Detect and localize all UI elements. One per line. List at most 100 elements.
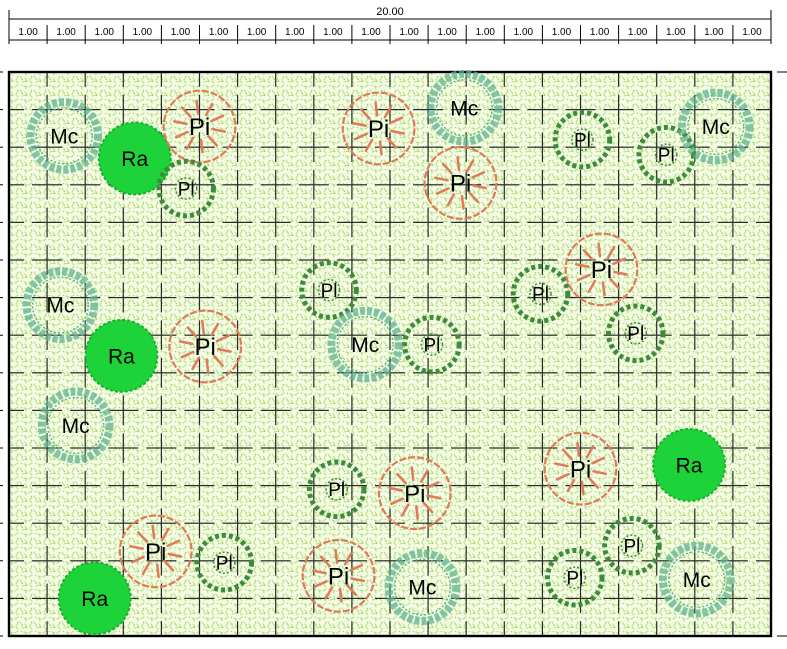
dimension-ticks xyxy=(8,10,772,44)
plant-canopy xyxy=(636,124,697,185)
plant-branch xyxy=(422,501,434,514)
plant-branch xyxy=(576,441,581,457)
plant-branch xyxy=(349,563,364,572)
plant-canopy xyxy=(423,145,498,220)
plant-branch xyxy=(597,242,602,258)
plant-canopy-inner xyxy=(624,321,648,345)
plant-canopy-inner xyxy=(212,551,236,575)
plant-branch xyxy=(207,135,219,147)
plant-code-label: Ra xyxy=(121,148,148,171)
dimension-segment-label: 1.00 xyxy=(56,27,76,38)
plant-branch xyxy=(166,539,181,548)
dimension-bar: 20.00 1.00 1.00 1.00 1.00 1.00 1.00 1.00 1.00 1.… xyxy=(8,6,772,44)
plant-branch xyxy=(374,101,379,117)
plant-canopy xyxy=(301,538,376,613)
plant-canopy xyxy=(84,318,159,393)
plant-branch xyxy=(359,108,371,120)
plant-canopy-inner xyxy=(325,478,349,501)
plant-branch xyxy=(410,466,415,482)
plant-branch xyxy=(386,136,398,149)
plant-branch xyxy=(352,122,367,128)
dimension-segment-label: 1.00 xyxy=(437,27,457,38)
plant-code-label: Ra xyxy=(108,345,135,368)
dimension-segment-label: 1.00 xyxy=(704,27,724,38)
plant-pi: Pi xyxy=(168,309,243,384)
plant-mc: Mc xyxy=(658,541,735,618)
plant-branch xyxy=(434,176,449,182)
plant-branch xyxy=(468,191,480,204)
plant-canopy-inner xyxy=(435,79,493,137)
plant-branch xyxy=(180,106,192,119)
plant-pi: Pi xyxy=(377,456,452,531)
plant-branch xyxy=(574,263,590,269)
plant-code-label: Mc xyxy=(62,415,90,438)
dimension-total-label: 20.00 xyxy=(376,6,404,18)
plant-canopy xyxy=(402,314,462,375)
plant-branch xyxy=(613,270,628,276)
plant-branch xyxy=(324,586,334,600)
dimension-segment-label: 1.00 xyxy=(323,27,343,38)
plant-pi: Pi xyxy=(543,431,618,506)
plant-branch xyxy=(561,448,573,461)
plant-ra: Ra xyxy=(57,561,132,636)
plant-canopy xyxy=(605,303,666,364)
plant-canopy-inner xyxy=(47,396,105,455)
plant-ra: Ra xyxy=(97,121,172,196)
dimension-segment-label: 1.00 xyxy=(171,27,191,38)
plant-branch xyxy=(566,478,576,493)
plant-branch xyxy=(420,469,429,483)
plant-pi: Pi xyxy=(162,89,237,164)
plant-canopy xyxy=(299,260,359,320)
plant-code-label: Pi xyxy=(145,539,166,566)
plant-branch xyxy=(587,279,597,294)
plant-pl: Pl xyxy=(552,109,613,170)
plant-code-label: Mc xyxy=(450,97,478,120)
plant-branch xyxy=(195,99,200,115)
plant-branch xyxy=(353,132,368,141)
plant-canopy xyxy=(384,549,461,625)
plant-pi: Pi xyxy=(118,514,193,589)
plant-mc: Mc xyxy=(37,387,114,464)
plant-branch xyxy=(415,505,419,520)
plant-code-label: Mc xyxy=(50,125,78,148)
plant-canopy xyxy=(194,532,255,593)
plant-branch xyxy=(173,120,188,126)
plant-canopy-inner xyxy=(668,551,726,609)
plant-code-label: Ra xyxy=(676,454,703,477)
plant-branch xyxy=(465,159,475,173)
plant-code-label: Mc xyxy=(46,295,74,318)
plant-branch xyxy=(606,245,616,260)
plant-mc: Mc xyxy=(22,267,99,343)
plant-branch xyxy=(346,584,358,597)
plant-canopy xyxy=(426,69,503,146)
plant-code-label: Pl xyxy=(623,537,640,558)
plant-code-label: Pi xyxy=(570,456,591,483)
plant-branch xyxy=(446,193,456,207)
plant-branch xyxy=(210,114,225,123)
plant-pl: Pl xyxy=(510,264,571,324)
plant-branch xyxy=(163,559,175,572)
plant-branch xyxy=(472,184,487,190)
dimension-segment-label: 1.00 xyxy=(476,27,496,38)
plant-branch xyxy=(185,136,195,151)
plant-mc: Mc xyxy=(384,549,461,625)
dimension-segment-labels: 1.00 1.00 1.00 1.00 1.00 1.00 1.00 1.00 1.00 1.00… xyxy=(18,27,762,38)
plant-canopy-inner xyxy=(35,107,93,165)
plant-code-label: Pl xyxy=(566,569,583,590)
plant-canopy-inner xyxy=(420,333,444,356)
plant-branch xyxy=(400,503,410,517)
plant-branch xyxy=(186,326,198,338)
plant-branch xyxy=(343,552,353,566)
plant-branch xyxy=(167,552,183,558)
plant-canopy xyxy=(22,267,99,343)
plant-branch xyxy=(312,569,327,575)
plant-code-label: Pl xyxy=(423,335,440,356)
plant-canopy-inner xyxy=(687,97,745,156)
dimension-segment-label: 1.00 xyxy=(247,27,267,38)
plant-branch xyxy=(390,497,404,506)
plant-branch xyxy=(338,587,343,603)
plant-code-label: Pl xyxy=(658,146,675,167)
dimension-segment-label: 1.00 xyxy=(742,27,762,38)
plant-branch xyxy=(388,486,404,492)
plant-code-label: Pl xyxy=(574,131,591,152)
